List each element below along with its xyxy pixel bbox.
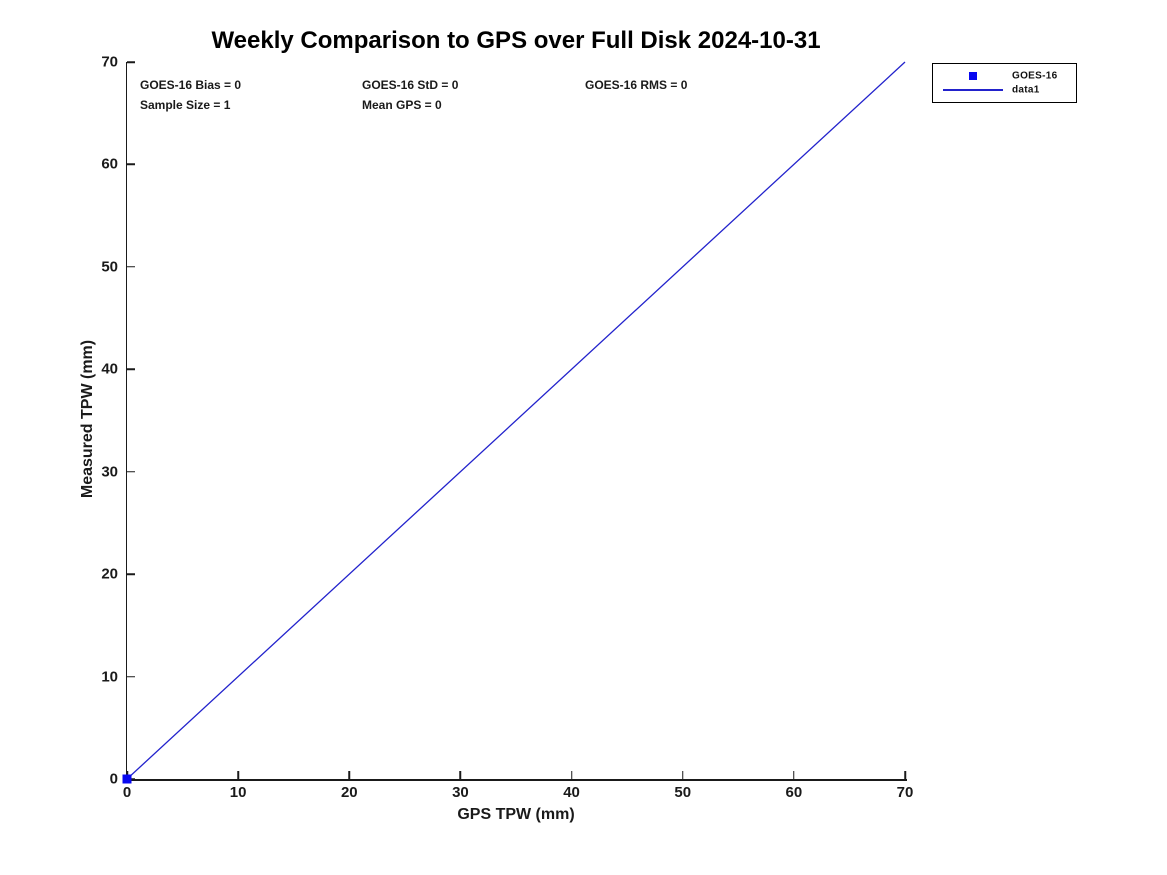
y-tick-label: 30: [101, 463, 118, 481]
plot-area: [122, 61, 906, 784]
y-tick-label: 0: [109, 770, 118, 788]
y-tick-label: 50: [101, 258, 118, 276]
y-tick-label: 40: [101, 360, 118, 378]
legend: GOES-16 data1: [932, 63, 1077, 103]
y-tick-mark: [127, 266, 135, 268]
x-tick-label: 10: [229, 784, 247, 801]
y-tick-mark: [127, 573, 135, 575]
y-tick-mark: [127, 470, 135, 473]
annotation-std: GOES-16 StD = 0: [362, 78, 459, 92]
x-tick-mark: [237, 771, 239, 779]
plot-svg: [122, 61, 906, 784]
y-tick-label: 20: [101, 565, 118, 583]
x-tick-mark: [570, 771, 573, 779]
x-axis-label: GPS TPW (mm): [457, 806, 575, 823]
x-tick-mark: [793, 771, 795, 779]
y-tick-mark: [127, 61, 135, 63]
y-axis-label: Measured TPW (mm): [79, 339, 96, 499]
chart-title: Weekly Comparison to GPS over Full Disk …: [211, 27, 821, 54]
identity-line: [126, 61, 906, 780]
y-tick-label: 70: [101, 53, 118, 71]
x-tick-mark: [348, 771, 351, 779]
legend-square-marker-icon: [969, 72, 977, 80]
legend-entry-goes16: GOES-16: [933, 69, 1076, 83]
x-tick-label: 60: [785, 784, 803, 801]
x-axis-line: [125, 779, 907, 781]
legend-label-data1: data1: [1012, 84, 1040, 96]
legend-line-sample-icon: [943, 89, 1003, 91]
x-tick-label: 50: [674, 784, 692, 801]
annotation-mean-gps: Mean GPS = 0: [362, 98, 442, 112]
y-tick-label: 10: [101, 668, 118, 686]
y-tick-mark: [127, 163, 135, 166]
goes16-marker: [122, 774, 132, 784]
x-tick-label: 0: [122, 784, 132, 801]
y-tick-mark: [127, 675, 135, 678]
x-tick-mark: [681, 771, 684, 779]
y-tick-label: 60: [101, 155, 118, 173]
annotation-bias: GOES-16 Bias = 0: [140, 78, 242, 92]
y-tick-labels: 70 60 50 40 30 20 10 0: [55, 54, 118, 788]
x-tick-mark: [904, 771, 906, 779]
y-tick-mark: [127, 368, 135, 371]
x-tick-label: 70: [896, 784, 914, 801]
annotation-rms: GOES-16 RMS = 0: [585, 78, 688, 92]
x-tick-label: 20: [340, 784, 358, 801]
y-axis-line: [125, 62, 127, 781]
x-tick-label: 30: [452, 784, 469, 801]
x-tick-label: 40: [563, 784, 580, 801]
annotation-sample-size: Sample Size = 1: [140, 98, 231, 112]
legend-label-goes16: GOES-16: [1012, 70, 1058, 82]
legend-entry-data1: data1: [933, 83, 1076, 97]
x-tick-labels: 0 10 20 30 40 50 60 70: [123, 784, 914, 804]
x-tick-mark: [459, 771, 462, 779]
